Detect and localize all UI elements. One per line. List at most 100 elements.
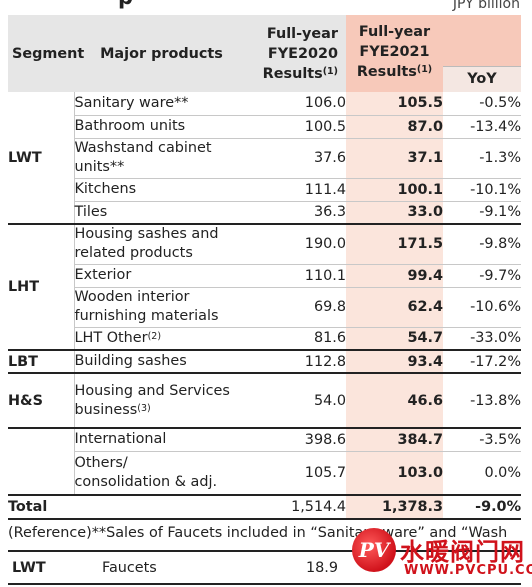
product-name-line1: Wooden interior [74,289,190,305]
reference-table: LWT Faucets 18.9 [8,550,521,585]
fy2020-value: 100.5 [249,115,346,139]
yoy-value: -13.4% [443,115,521,139]
table-row: Others/consolidation & adj. 105.7 103.0 … [8,451,521,496]
table-row: H&S Housing and Services business(3) 54.0… [8,373,521,429]
yoy-value: -9.1% [443,201,521,225]
header-fy2020-line3: Results [262,65,323,82]
fy2021-value: 87.0 [346,115,443,139]
product-name: International [74,428,249,452]
fy2020-value: 398.6 [249,428,346,452]
product-name: Washstand cabinet units** [74,138,249,179]
product-name: Wooden interior furnishing materials [74,287,249,328]
fy2021-value: 171.5 [346,224,443,265]
table-row: LWT Sanitary ware** 106.0 105.5 -0.5% [8,92,521,225]
table-row: Washstand cabinet units** 37.6 37.1 -1.3% [8,138,521,179]
fy2020-value: 69.8 [249,287,346,328]
yoy-value: -33.0% [443,327,521,351]
product-name-line1: Others/ [74,454,128,471]
footnote-ref: (3) [137,402,151,414]
fy2020-value: 110.1 [249,264,346,288]
fy2021-value: 93.4 [346,350,443,374]
header-fy2021-line1: Full-year [358,24,431,40]
table-row: International 398.6 384.7 -3.5% [8,428,521,496]
table-row: Wooden interior furnishing materials 69.8… [8,287,521,328]
header-major-products: Major products [74,15,249,92]
total-product-blank [74,495,249,520]
product-name-line2: consolidation & adj. [74,473,218,490]
total-fy2021: 1,378.3 [346,495,443,520]
segment-hs: H&S [8,373,75,429]
yoy-value: 0.0% [443,451,521,496]
fy2021-value: 62.4 [346,287,443,328]
table-row: LBT Building sashes 112.8 93.4 -17.2% [8,350,521,374]
header-fy2021-note: (1) [416,64,433,75]
yoy-value: -13.8% [443,373,521,429]
fy2021-value: 105.5 [346,92,443,116]
product-name: Bathroom units [74,115,249,139]
yoy-value: -1.3% [443,138,521,179]
product-name: Exterior [74,264,249,288]
header-fy2020-line2: FYE2020 [267,45,338,62]
header-yoy: YoY [443,66,521,92]
fy2020-value: 111.4 [249,178,346,202]
product-name-line2: related products [74,245,193,262]
watermark-text: 水暖阀门网 [400,538,525,566]
fy2020-value: 54.0 [249,373,346,429]
table-header-row: Segment Major products Full-year FYE2020… [8,15,521,92]
table-row: LHT Housing sashes and related products 1… [8,224,521,351]
fy2020-value: 190.0 [249,224,346,265]
header-fy2021-line3: Results [356,64,417,80]
yoy-value: -17.2% [443,350,521,374]
watermark-url: WWW.PVCPU.COM [404,563,532,578]
watermark-logo-icon: PV [352,528,396,572]
segment-lwt: LWT [8,92,75,225]
header-fy2020-note: (1) [322,65,338,77]
fy2020-value: 81.6 [249,327,346,351]
yoy-value: -9.7% [443,264,521,288]
sales-by-product-table: Segment Major products Full-year FYE2020… [8,15,521,520]
product-name-line2: furnishing materials [74,308,219,324]
table-row: Tiles 36.3 33.0 -9.1% [8,201,521,225]
fy2021-value: 54.7 [346,327,443,351]
fy2021-value: 37.1 [346,138,443,179]
yoy-value: -10.6% [443,287,521,328]
product-name: Housing sashes and related products [74,224,249,265]
fy2020-value: 112.8 [249,350,346,374]
table-row: Bathroom units 100.5 87.0 -13.4% [8,115,521,139]
product-name-line2: units** [74,159,125,175]
header-yoy-cell: YoY [443,15,521,92]
product-name: LHT Other(2) [74,327,249,351]
segment-lht: LHT [8,224,75,351]
watermark: PV 水暖阀门网 WWW.PVCPU.COM [352,528,532,584]
yoy-value: -10.1% [443,178,521,202]
header-fy2020-line1: Full-year [266,25,338,42]
product-name: Others/consolidation & adj. [74,451,249,496]
table-row: Exterior 110.1 99.4 -9.7% [8,264,521,288]
product-name-line1: Housing and Services [74,382,230,399]
fy2021-value: 100.1 [346,178,443,202]
reference-fy2020: 18.9 [305,559,338,576]
reference-product: Faucets [102,559,157,576]
table-row: LHT Other(2) 81.6 54.7 -33.0% [8,327,521,351]
fy2020-value: 37.6 [249,138,346,179]
fy2020-value: 105.7 [249,451,346,496]
footnote-ref: (2) [147,330,162,342]
fy2020-value: 106.0 [249,92,346,116]
header-fy2021-line2: FYE2021 [359,44,430,60]
unit-label: JPY billion [452,0,520,12]
product-name: Building sashes [74,350,249,374]
fy2020-value: 36.3 [249,201,346,225]
fy2021-value: 46.6 [346,373,443,429]
yoy-value: -0.5% [443,92,521,116]
total-fy2020: 1,514.4 [249,495,346,520]
page-title-fragment: p [118,0,133,8]
product-name: Kitchens [74,178,249,202]
header-fy2021: Full-year FYE2021 Results(1) [346,15,443,92]
reference-segment: LWT [12,559,46,576]
total-yoy: -9.0% [443,495,521,520]
total-row: Total 1,514.4 1,378.3 -9.0% [8,495,521,520]
fy2021-value: 33.0 [346,201,443,225]
product-name: Tiles [74,201,249,225]
reference-row: LWT Faucets 18.9 [8,551,521,584]
segment-blank [8,428,75,496]
